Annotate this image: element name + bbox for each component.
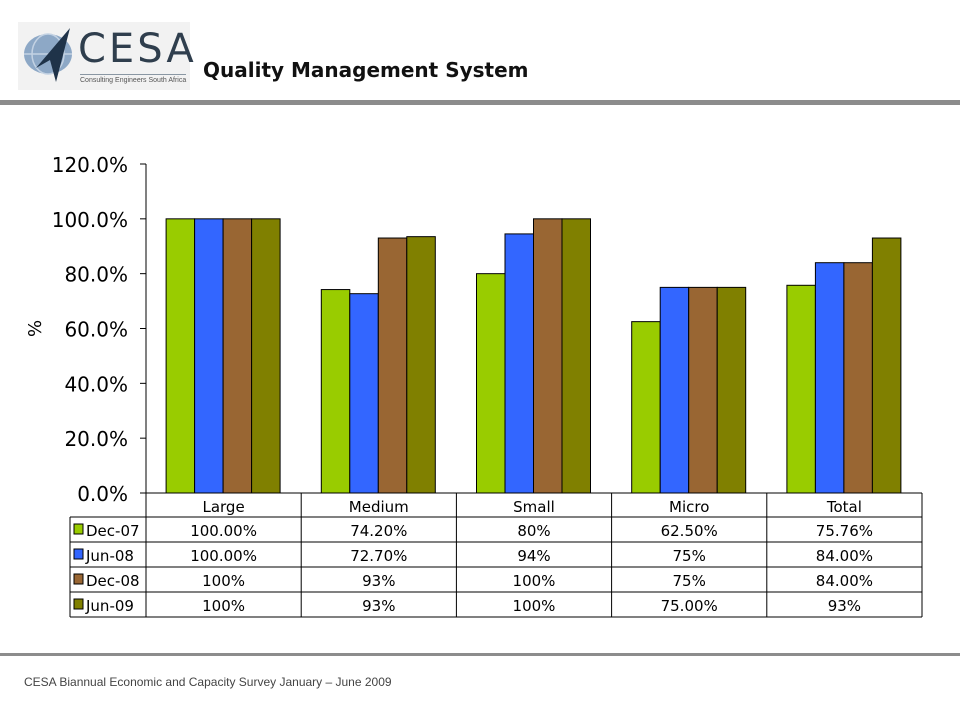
legend-swatch <box>73 523 84 535</box>
bar-medium-dec-08 <box>377 237 408 494</box>
y-axis-title: % <box>25 320 46 337</box>
data-label: 94% <box>517 547 550 565</box>
data-label: 100% <box>513 572 556 590</box>
data-label: 93% <box>828 597 861 615</box>
data-label: 74.20% <box>350 522 407 540</box>
bar-layer <box>165 218 902 494</box>
bar-large-jun-08 <box>194 218 224 494</box>
bar-small-dec-07 <box>476 273 506 494</box>
cesa-arrowhead-globe-icon <box>24 28 72 82</box>
legend-label: Jun-09 <box>85 597 134 615</box>
data-label: 93% <box>362 572 395 590</box>
bar-medium-jun-08 <box>349 293 379 494</box>
data-label: 75% <box>673 547 706 565</box>
data-table: Large Medium Small Micro Total Dec-07 100.00% 7… <box>69 492 923 618</box>
data-label: 84.00% <box>816 572 873 590</box>
legend-label: Jun-08 <box>85 547 134 565</box>
bar-total-dec-08 <box>843 262 873 494</box>
logo-tagline: Consulting Engineers South Africa <box>80 77 187 84</box>
data-label: 75.00% <box>661 597 718 615</box>
data-label: 93% <box>362 597 395 615</box>
bar-large-dec-07 <box>165 218 196 494</box>
bar-total-dec-07 <box>786 284 816 494</box>
data-label: 100% <box>202 597 245 615</box>
footer-text: CESA Biannual Economic and Capacity Surv… <box>24 675 392 689</box>
logo-wordmark: CESA <box>78 26 197 72</box>
legend-label: Dec-07 <box>86 522 140 540</box>
data-label: 80% <box>517 522 550 540</box>
data-label: 100.00% <box>190 547 257 565</box>
y-tick-label: 60.0% <box>64 318 128 342</box>
x-tick-label: Small <box>513 498 555 516</box>
bar-micro-dec-08 <box>688 286 718 494</box>
bar-large-dec-08 <box>222 218 253 494</box>
data-label: 75% <box>673 572 706 590</box>
y-tick-label: 0.0% <box>77 482 128 506</box>
x-tick-label: Large <box>202 498 244 516</box>
x-tick-label: Medium <box>349 498 409 516</box>
data-label: 100% <box>202 572 245 590</box>
y-tick-label: 100.0% <box>52 208 128 232</box>
bar-total-jun-09 <box>871 237 902 494</box>
bar-total-jun-08 <box>814 262 845 494</box>
data-label: 72.70% <box>350 547 407 565</box>
cesa-logo: CESA Consulting Engineers South Africa <box>18 22 194 90</box>
data-label: 62.50% <box>661 522 718 540</box>
bar-small-jun-09 <box>561 218 591 494</box>
bar-small-dec-08 <box>533 218 563 494</box>
x-tick-label: Total <box>826 498 862 516</box>
data-label: 84.00% <box>816 547 873 565</box>
bar-micro-jun-09 <box>716 286 747 494</box>
legend-swatch <box>73 598 84 610</box>
bar-large-jun-09 <box>251 218 281 494</box>
bar-micro-dec-07 <box>631 321 661 494</box>
bar-chart: 0.0% 20.0% 40.0% 60.0% 80.0% 100.0% 120.0%% La… <box>25 153 923 618</box>
y-tick-label: 40.0% <box>64 372 128 396</box>
bar-medium-dec-07 <box>320 289 351 494</box>
bar-micro-jun-08 <box>659 286 690 494</box>
footer-divider <box>0 653 960 656</box>
logo-rule <box>80 74 186 75</box>
y-tick-label: 80.0% <box>64 263 128 287</box>
data-label: 75.76% <box>816 522 873 540</box>
x-tick-label: Micro <box>669 498 709 516</box>
header-divider <box>0 100 960 105</box>
data-label: 100% <box>513 597 556 615</box>
legend-swatch <box>73 573 84 585</box>
page-title: Quality Management System <box>203 58 529 82</box>
legend-swatch <box>73 548 84 560</box>
y-tick-label: 120.0% <box>52 153 128 177</box>
bar-medium-jun-09 <box>406 236 436 494</box>
data-label: 100.00% <box>190 522 257 540</box>
bar-small-jun-08 <box>504 233 534 494</box>
y-tick-label: 20.0% <box>64 427 128 451</box>
legend-label: Dec-08 <box>86 572 140 590</box>
axis-layer: 0.0% 20.0% 40.0% 60.0% 80.0% 100.0% 120.0%% <box>25 153 147 506</box>
